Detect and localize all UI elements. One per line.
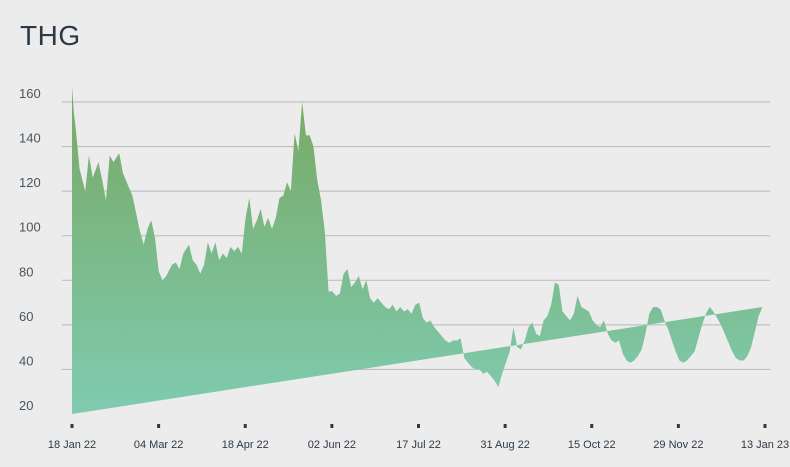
y-axis: 20 40 60 80 100 120 140 160 xyxy=(19,86,41,413)
x-tick-label: 04 Mar 22 xyxy=(134,439,184,451)
x-tick-label: 18 Apr 22 xyxy=(222,439,269,451)
x-tick-label: 13 Jan 23 xyxy=(741,439,789,451)
x-tick-mark xyxy=(330,424,334,428)
y-tick-label: 100 xyxy=(19,220,41,235)
x-tick-mark xyxy=(763,424,767,428)
y-tick-label: 80 xyxy=(19,264,33,279)
x-tick-label: 29 Nov 22 xyxy=(653,439,703,451)
y-tick-label: 120 xyxy=(19,175,41,190)
x-tick-label: 02 Jun 22 xyxy=(308,439,356,451)
x-tick-mark xyxy=(590,424,594,428)
x-tick-mark xyxy=(70,424,74,428)
x-tick-mark xyxy=(503,424,507,428)
x-axis: 18 Jan 22 04 Mar 22 18 Apr 22 02 Jun 22 17 J… xyxy=(48,424,789,451)
x-tick-label: 18 Jan 22 xyxy=(48,439,96,451)
x-tick-mark xyxy=(243,424,247,428)
y-tick-label: 40 xyxy=(19,353,33,368)
x-tick-mark xyxy=(676,424,680,428)
price-area xyxy=(72,86,763,415)
y-tick-label: 60 xyxy=(19,309,33,324)
y-tick-label: 140 xyxy=(19,131,41,146)
y-tick-label: 160 xyxy=(19,86,41,101)
x-tick-mark xyxy=(417,424,420,428)
y-tick-label: 20 xyxy=(19,398,33,413)
x-tick-label: 15 Oct 22 xyxy=(568,439,616,451)
chart-title: THG xyxy=(20,20,81,51)
x-tick-label: 17 Jul 22 xyxy=(396,439,441,451)
x-tick-mark xyxy=(157,424,161,428)
x-tick-label: 31 Aug 22 xyxy=(480,439,530,451)
